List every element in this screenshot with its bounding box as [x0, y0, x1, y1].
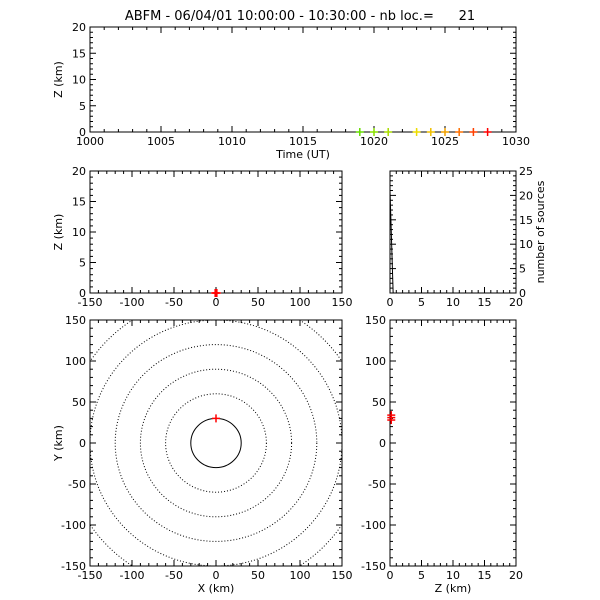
y-tick-label: 10 [72, 74, 86, 87]
x-tick-label: 1015 [289, 135, 317, 148]
range-ring [139, 368, 293, 518]
y-axis-label: Z (km) [52, 214, 65, 251]
x-height-panel: -150 -100 -50 0 50 100 150 0 5 10 15 20 Z (km) [52, 165, 353, 309]
source-point [212, 414, 220, 423]
source-point [370, 128, 378, 136]
x-tick-label: 1005 [147, 135, 175, 148]
y-tick-label: 50 [72, 396, 86, 409]
y-tick-label: -100 [361, 519, 386, 532]
x-tick-label: 0 [213, 569, 220, 582]
height-y-panel: 0 5 10 15 20 -150 -100 -50 0 50 100 150 Z (km) [361, 314, 523, 595]
y-tick-label: 5 [519, 263, 526, 276]
x-axis-label: Time (UT) [275, 148, 330, 161]
range-ring [190, 417, 242, 469]
y-tick-label: 100 [65, 355, 86, 368]
y-axis-label: number of sources [534, 180, 547, 283]
y-tick-label: 150 [65, 314, 86, 327]
x-tick-label: 150 [332, 569, 353, 582]
x-tick-label: 10 [446, 296, 460, 309]
y-tick-label: -150 [61, 560, 86, 573]
source-point [426, 128, 435, 136]
y-tick-label: -50 [68, 478, 86, 491]
x-tick-label: 100 [290, 296, 311, 309]
x-tick-label: 100 [290, 569, 311, 582]
y-tick-label: 0 [379, 437, 386, 450]
source-point [469, 128, 478, 136]
y-tick-label: 20 [72, 21, 86, 34]
x-tick-label: 0 [213, 296, 220, 309]
range-ring [165, 393, 267, 493]
y-tick-label: 10 [72, 226, 86, 239]
source-point [412, 128, 421, 136]
y-tick-label: 0 [519, 287, 526, 300]
x-tick-label: 15 [478, 296, 492, 309]
x-tick-label: 1030 [502, 135, 530, 148]
y-tick-label: 100 [365, 355, 386, 368]
x-tick-label: 50 [251, 569, 265, 582]
x-axis-label: Z (km) [435, 582, 472, 595]
plot-frame [89, 170, 343, 294]
y-axis-label: Y (km) [52, 425, 65, 462]
plot-frame [389, 170, 517, 294]
range-ring [90, 320, 342, 566]
x-tick-label: 20 [509, 296, 523, 309]
y-tick-label: 10 [519, 238, 533, 251]
plan-view-panel: -150 -100 -50 0 50 100 150 -150 -100 -50 0 50 100 150… [52, 314, 353, 595]
y-tick-label: 25 [519, 165, 533, 178]
x-tick-label: 20 [509, 569, 523, 582]
y-tick-label: 0 [79, 437, 86, 450]
x-tick-label: 1000 [76, 135, 104, 148]
x-tick-label: -50 [165, 569, 183, 582]
y-tick-label: -100 [61, 519, 86, 532]
x-tick-label: 150 [332, 296, 353, 309]
x-tick-label: 50 [251, 296, 265, 309]
x-tick-label: 0 [387, 569, 394, 582]
source-point [441, 128, 449, 136]
source-point [483, 128, 492, 136]
plot-frame [389, 319, 517, 567]
source-point [455, 128, 464, 136]
y-axis-label: Z (km) [52, 61, 65, 98]
x-tick-label: 0 [387, 296, 394, 309]
y-tick-label: -150 [361, 560, 386, 573]
range-ring [90, 320, 342, 566]
y-tick-label: 0 [79, 287, 86, 300]
y-tick-label: 50 [372, 396, 386, 409]
y-tick-label: 20 [72, 165, 86, 178]
x-tick-label: -100 [120, 569, 145, 582]
source-point [387, 411, 396, 420]
x-axis-label: X (km) [198, 582, 235, 595]
x-tick-label: 1010 [218, 135, 246, 148]
y-tick-label: 15 [519, 214, 533, 227]
figure-title: ABFM - 06/04/01 10:00:00 - 10:30:00 - nb… [125, 9, 475, 24]
x-tick-label: -150 [78, 569, 103, 582]
plot-frame [89, 319, 343, 567]
x-tick-label: 10 [446, 569, 460, 582]
source-point [355, 128, 364, 136]
y-tick-label: 5 [79, 100, 86, 113]
y-tick-label: 0 [79, 126, 86, 139]
source-point [384, 128, 393, 136]
y-tick-label: -50 [368, 478, 386, 491]
y-tick-label: 150 [365, 314, 386, 327]
y-tick-label: 5 [79, 257, 86, 270]
source-point [212, 289, 221, 297]
y-tick-label: 20 [519, 189, 533, 202]
range-ring [114, 344, 318, 542]
y-tick-label: 15 [72, 196, 86, 209]
histogram-line [389, 190, 516, 294]
x-tick-label: -50 [165, 296, 183, 309]
time-height-panel: 1000 1005 1010 1015 1020 1025 103005101520Time… [52, 21, 530, 161]
y-tick-label: 15 [72, 47, 86, 60]
x-tick-label: 15 [478, 569, 492, 582]
x-tick-label: 1020 [360, 135, 388, 148]
x-tick-label: 1025 [431, 135, 459, 148]
x-tick-label: 5 [418, 296, 425, 309]
x-tick-label: -150 [78, 296, 103, 309]
x-tick-label: -100 [120, 296, 145, 309]
x-tick-label: 5 [418, 569, 425, 582]
plot-frame [89, 26, 517, 133]
